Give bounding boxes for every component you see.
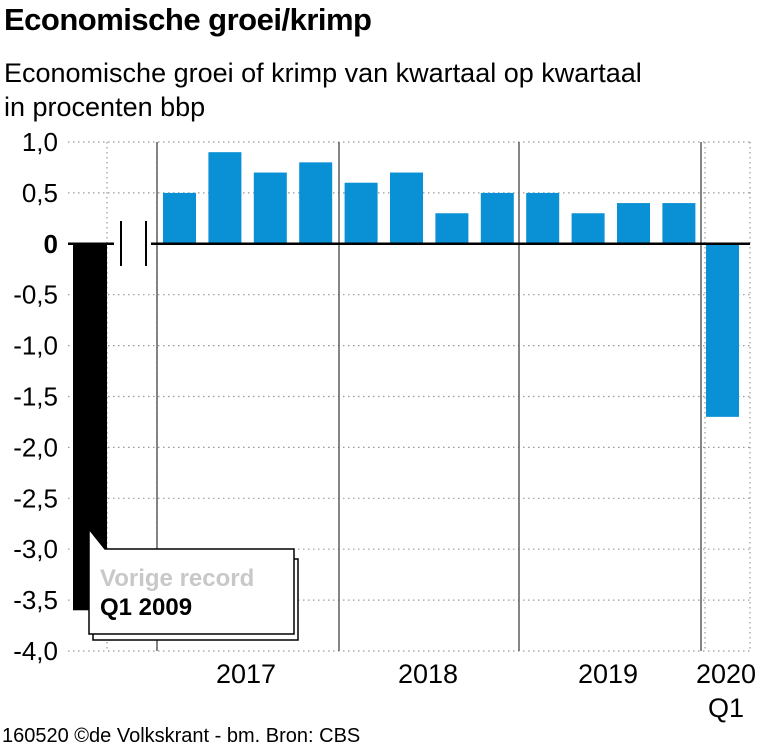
x-axis-labels: 2017 2018 2019 2020 Q1 [216,659,756,723]
x-year-label: 2020 [696,659,756,689]
callout-box [88,526,295,635]
bar-2018-q1 [390,172,423,244]
subtitle-line-1: Economische groei of krimp van kwartaal … [4,58,642,88]
y-tick-label: -2,5 [13,483,58,513]
bar-2019-q2 [617,203,650,244]
callout-line-2: Q1 2009 [100,594,192,621]
y-tick-label: 0,5 [22,178,58,208]
bar-2017-q2 [253,172,287,244]
bar-2018-q2 [435,213,469,244]
axis-break-marker [120,221,147,266]
source-note: 160520 ©de Volkskrant - bm. Bron: CBS [2,725,361,747]
bar-2018-q4 [526,192,560,244]
bar-2016-q4 [163,192,196,244]
y-tick-label: -4,0 [13,636,58,666]
y-tick-label: -3,5 [13,585,58,615]
y-tick-label: 0 [44,229,58,259]
bar-2017-q1 [208,152,242,244]
y-tick-label: 1,0 [22,127,58,157]
x-year-label: 2019 [578,659,638,689]
bar-2017-q3 [299,162,333,244]
y-tick-label: -2,0 [13,432,58,462]
chart-subtitle: Economische groei of krimp van kwartaal … [4,56,763,124]
bar-2019-q3 [662,203,696,244]
bar-2019-q1 [571,213,605,244]
x-year-label: 2018 [398,659,458,689]
subtitle-line-2: in procenten bbp [4,92,206,122]
x-quarter-label: Q1 [708,693,744,723]
record-callout: Vorige record Q1 2009 [88,526,299,641]
bar-2018-q3 [480,192,514,244]
y-tick-label: -3,0 [13,534,58,564]
y-tick-label: -1,0 [13,331,58,361]
x-year-label: 2017 [216,659,276,689]
y-tick-label: -0,5 [13,280,58,310]
bar-2017-q4 [344,182,378,244]
bars [73,152,739,611]
bar-2020-q1 [706,243,739,417]
y-tick-label: -1,5 [13,382,58,412]
chart-title: Economische groei/krimp [4,2,372,37]
callout-line-1: Vorige record [100,565,254,592]
y-axis-labels: 1,0 0,5 0 -0,5 -1,0 -1,5 -2,0 -2,5 -3,0 -3,5 -4,0 [13,127,58,666]
